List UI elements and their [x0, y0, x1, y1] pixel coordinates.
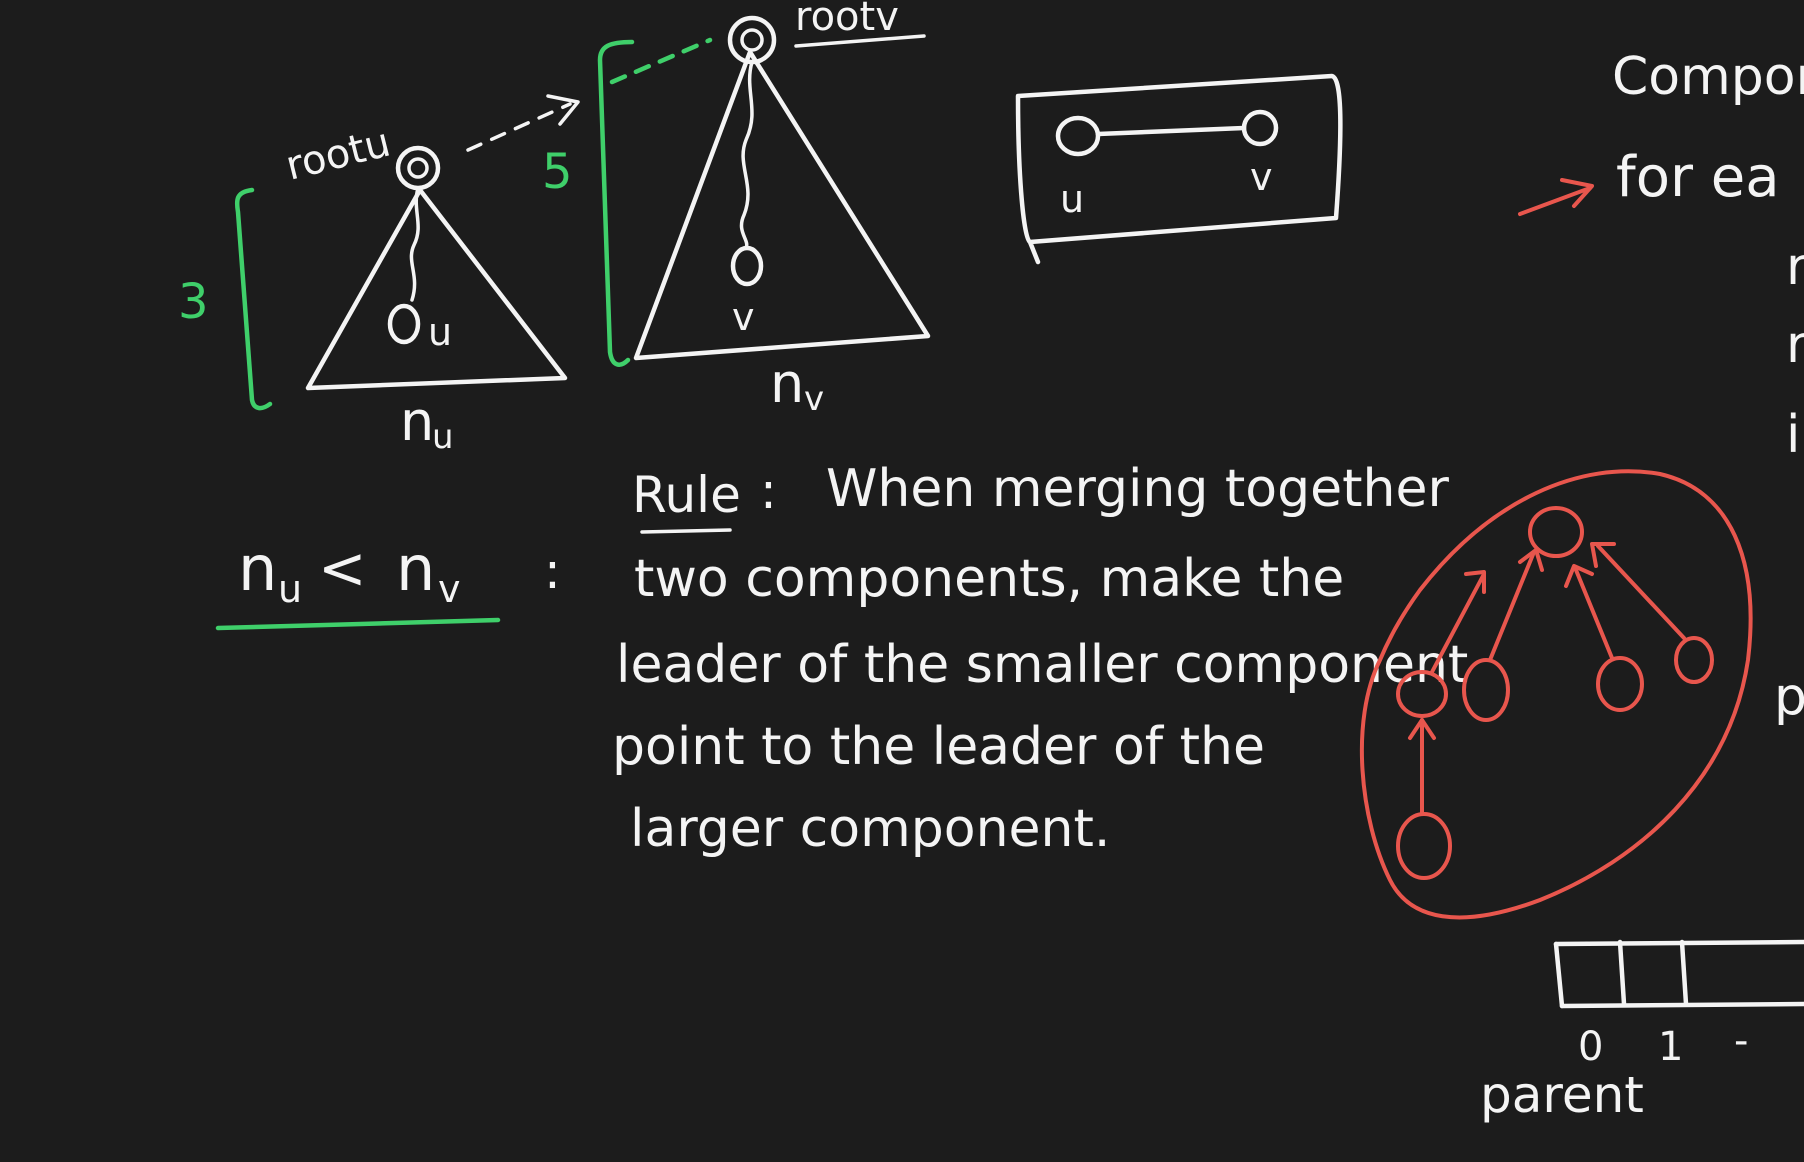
right-edge-text: Compon for ea r r i p: [1612, 47, 1804, 727]
red-pointer-arrow: [1518, 178, 1594, 216]
edge-node-v: [1241, 109, 1279, 147]
condition-lhs: n: [238, 532, 277, 605]
left-node-u-label: u: [428, 310, 452, 354]
left-root-inner: [407, 157, 429, 179]
arrow-child-2-head: [1518, 548, 1544, 572]
right-edge-line-6: p: [1774, 667, 1804, 727]
rule-title-colon: :: [760, 462, 777, 520]
condition-rhs: n: [396, 532, 435, 605]
right-root-underline: [794, 34, 926, 48]
red-pointer-line: [1518, 186, 1592, 216]
arrow-child-1-head: [1464, 570, 1486, 594]
right-tree: v rootv n v 5: [542, 0, 931, 419]
merge-arrow: [466, 94, 580, 152]
right-edge-line-4: r: [1786, 315, 1804, 375]
edge-box: u v: [1015, 73, 1343, 265]
right-size-subscript: v: [804, 379, 824, 419]
right-edge-line-2: for ea: [1616, 145, 1780, 210]
condition-underline: [215, 617, 501, 631]
array-divider-2: [1679, 939, 1689, 1007]
rule-line-4: point to the leader of the: [612, 717, 1265, 777]
component-grandchild: [1396, 812, 1452, 880]
right-edge-line-5: i: [1786, 405, 1800, 465]
left-height-bracket: [234, 187, 273, 411]
red-pointer-head: [1560, 178, 1594, 208]
right-tree-triangle: [633, 49, 931, 361]
left-size-subscript: u: [432, 417, 454, 457]
edge-line: [1095, 125, 1247, 137]
condition-rhs-sub: v: [438, 567, 461, 611]
right-node-v: [730, 245, 764, 287]
array-bottom-edge: [1559, 1001, 1804, 1009]
arrow-child-2: [1488, 550, 1536, 662]
arrow-child-4: [1596, 544, 1686, 640]
right-size-label: n: [770, 352, 804, 415]
right-edge-line-1: Compon: [1612, 47, 1804, 107]
condition: n u < n v :: [215, 532, 561, 631]
edge-box-frame: [1015, 73, 1343, 265]
arrow-child-3-head: [1564, 564, 1594, 588]
arrow-child-1: [1430, 572, 1486, 674]
rule-title-underline: [640, 528, 732, 534]
left-size-label: n: [400, 390, 434, 453]
left-node-u: [387, 303, 421, 345]
left-tree: u rootu n u 3: [178, 120, 568, 457]
component-outline: [1359, 469, 1753, 920]
condition-lhs-sub: u: [278, 567, 302, 611]
component-child-3: [1596, 656, 1644, 712]
rule-line-5: larger component.: [630, 799, 1110, 859]
right-root-inner: [740, 28, 764, 52]
condition-colon: :: [544, 542, 561, 600]
component-child-2: [1462, 658, 1510, 722]
edge-label-v: v: [1250, 155, 1273, 199]
rule-line-3: leader of the smaller component: [616, 635, 1468, 695]
merge-arrow-head: [546, 94, 580, 126]
component-root-node: [1528, 506, 1584, 558]
right-path-to-v: [739, 60, 754, 250]
left-root-label: rootu: [281, 120, 395, 190]
left-height-label: 3: [178, 274, 209, 330]
right-node-v-label: v: [732, 295, 755, 339]
component-child-4: [1674, 636, 1714, 684]
rule-line-2: two components, make the: [634, 549, 1344, 609]
rule-line-1: When merging together: [826, 459, 1449, 519]
right-height-dash: [609, 37, 713, 85]
left-root-node: [395, 145, 441, 191]
array-index-1: 1: [1658, 1024, 1683, 1070]
array-left-edge: [1553, 941, 1565, 1009]
rule-block: Rule : When merging together two compone…: [612, 459, 1468, 859]
parent-array: 0 1 - parent: [1480, 939, 1804, 1124]
left-tree-triangle: [305, 187, 568, 391]
array-index-0: 0: [1578, 1024, 1603, 1070]
right-edge-line-3: r: [1786, 237, 1804, 297]
arrow-child-3: [1574, 568, 1614, 660]
edge-node-u: [1055, 115, 1101, 157]
edge-label-u: u: [1060, 177, 1084, 221]
red-component: [1359, 469, 1753, 920]
array-label: parent: [1480, 1066, 1644, 1124]
component-child-1: [1396, 670, 1448, 718]
rule-title: Rule: [632, 466, 741, 524]
left-path-to-u: [409, 186, 420, 302]
merge-arrow-line: [466, 102, 572, 152]
condition-operator: <: [318, 534, 367, 602]
arrow-child-4-head: [1590, 542, 1616, 568]
arrow-grandchild-head: [1408, 718, 1436, 740]
right-height-bracket: [597, 39, 635, 367]
array-divider-1: [1617, 939, 1627, 1007]
right-height-label: 5: [542, 144, 573, 200]
array-index-dash: -: [1734, 1018, 1748, 1064]
right-root-label: rootv: [795, 0, 899, 40]
